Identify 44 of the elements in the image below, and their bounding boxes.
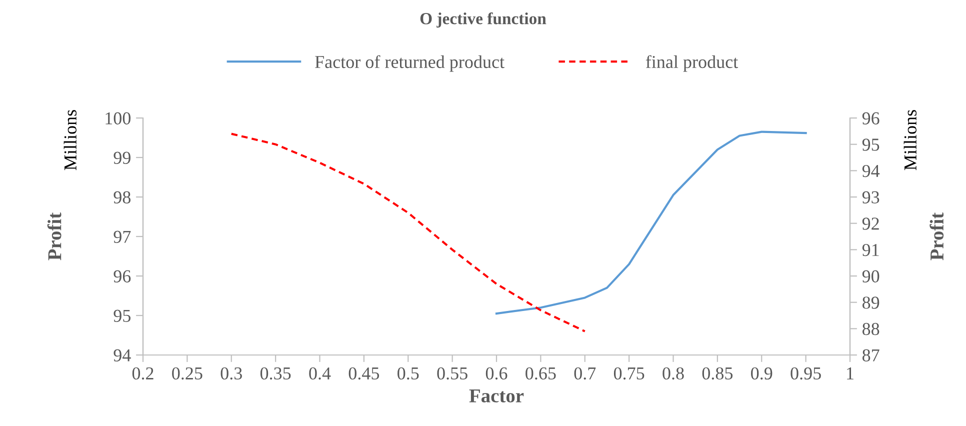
y-tick-label: 100 [106,112,131,124]
x-tick-label: 0.8 [662,367,684,380]
legend-label: Factor of returned product [315,55,504,72]
x-tick-label: 0.9 [751,367,772,380]
y-tick-label: 94 [114,349,131,362]
x-tick-label: 0.75 [614,367,644,380]
x-tick-label: 0.3 [220,367,242,380]
y2-tick-label: 89 [862,296,880,309]
x-tick-label: 0.55 [437,367,468,380]
y-tick-label: 96 [114,270,131,282]
x-tick-label: 0.65 [526,367,556,380]
y-axis-title: Profit [47,212,62,260]
x-tick-label: 0.25 [172,367,202,380]
line-series [230,132,586,332]
chart-title: O jective function [420,12,546,28]
y2-tick-label: 94 [862,164,880,178]
y2-axis-title: Profit [930,212,944,260]
x-tick-label: 0.45 [348,367,380,380]
x-axis-title: Factor [469,389,524,402]
line-series [495,130,807,315]
text: Millions [904,110,917,170]
y2-tick-label: 87 [862,349,880,362]
x-tick-label: 0.5 [398,367,419,380]
text: Millions [64,110,77,170]
y2-tick-label: 95 [862,138,880,151]
x-tick-label: 1 [847,367,854,380]
x-tick-label: 0.6 [486,367,508,380]
x-tick-label: 0.85 [702,367,733,380]
x-tick-label: 0.4 [309,367,331,380]
y2-tick-label: 96 [862,112,880,124]
y-tick-label: 98 [114,191,131,204]
y2-tick-label: 88 [862,322,880,336]
y-tick-label: 99 [114,152,130,164]
y-tick-label: 97 [114,230,131,243]
y-tick-label: 95 [114,310,130,322]
x-tick-label: 0.7 [574,367,596,380]
y2-tick-label: 90 [862,270,880,282]
legend-label: final product [646,55,738,72]
x-tick-label: 0.35 [260,367,291,380]
x-tick-label: 0.95 [790,367,821,380]
y2-tick-label: 91 [862,244,879,256]
y2-tick-label: 93 [862,191,880,204]
x-tick-label: 0.2 [132,367,154,380]
y2-tick-label: 92 [862,218,879,230]
